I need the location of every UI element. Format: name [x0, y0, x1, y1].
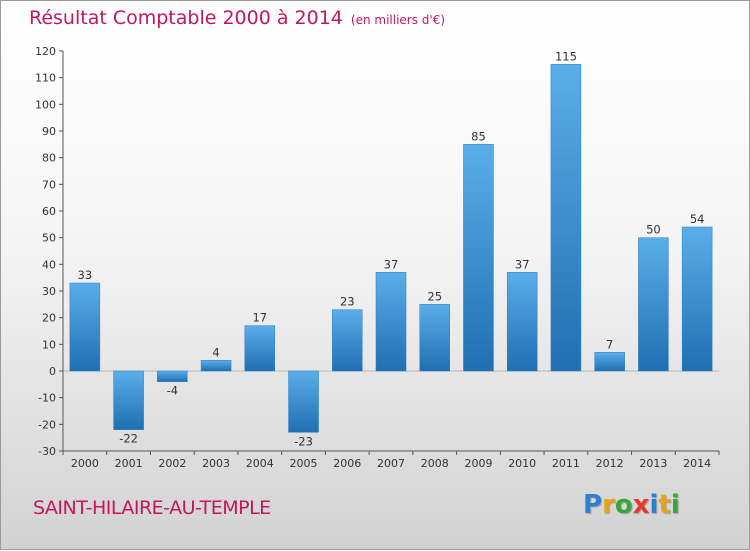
y-tick-label: 90: [42, 125, 56, 138]
bar-2009: [463, 144, 494, 372]
x-tick-label-2004: 2004: [246, 457, 274, 470]
y-tick-label: 60: [42, 205, 56, 218]
y-tick-label: 30: [42, 285, 56, 298]
value-label-2003: 4: [212, 345, 219, 359]
x-tick-label-2006: 2006: [333, 457, 361, 470]
y-tick-label: 110: [35, 72, 56, 85]
logo-letter: i: [670, 490, 680, 520]
x-tick-label-2012: 2012: [596, 457, 624, 470]
value-label-2012: 7: [606, 337, 613, 351]
y-tick-label: -10: [38, 392, 56, 405]
x-tick-label-2011: 2011: [552, 457, 580, 470]
location-name: SAINT-HILAIRE-AU-TEMPLE: [33, 497, 271, 519]
value-label-2008: 25: [427, 289, 442, 303]
y-tick-label: 50: [42, 232, 56, 245]
x-tick-label-2013: 2013: [639, 457, 667, 470]
x-tick-label-2002: 2002: [158, 457, 186, 470]
value-label-2007: 37: [384, 257, 399, 271]
bar-2008: [419, 304, 450, 372]
bar-2006: [332, 309, 363, 372]
value-label-2004: 17: [252, 311, 267, 325]
x-tick-label-2010: 2010: [508, 457, 536, 470]
y-tick-label: -20: [38, 418, 56, 431]
bar-2012: [594, 352, 625, 372]
logo-letter: o: [614, 490, 633, 520]
logo-letter: P: [583, 490, 603, 520]
y-tick-label: 80: [42, 152, 56, 165]
bar-2014: [681, 226, 713, 372]
x-tick-label-2003: 2003: [202, 457, 230, 470]
x-tick-label-2001: 2001: [115, 457, 143, 470]
y-tick-label: 20: [42, 312, 56, 325]
bar-2010: [506, 272, 538, 372]
value-label-2011: 115: [555, 49, 577, 63]
value-label-2005: -23: [294, 434, 313, 448]
bar-2003: [200, 360, 232, 372]
proxiti-logo: Proxiti: [583, 490, 680, 520]
value-label-2009: 85: [471, 129, 486, 143]
y-tick-label: 100: [35, 98, 56, 111]
x-tick-label-2014: 2014: [683, 457, 711, 470]
y-tick-label: 40: [42, 258, 56, 271]
logo-letter: r: [602, 490, 615, 520]
x-tick-label-2000: 2000: [71, 457, 99, 470]
y-tick-label: 120: [35, 45, 56, 58]
logo-letter: t: [658, 490, 671, 520]
chart-title-text: Résultat Comptable 2000 à 2014: [29, 7, 343, 29]
y-tick-label: -30: [38, 445, 56, 458]
bar-2011: [550, 64, 582, 372]
logo-letter: i: [649, 490, 659, 520]
bar-2000: [69, 282, 101, 372]
bar-2013: [638, 237, 669, 372]
value-label-2000: 33: [78, 268, 93, 282]
x-tick-label-2005: 2005: [290, 457, 318, 470]
bar-2002: [157, 370, 188, 382]
chart-title: Résultat Comptable 2000 à 2014 (en millie…: [29, 7, 445, 29]
value-label-2001: -22: [119, 432, 138, 446]
chart-subtitle: (en milliers d'€): [350, 13, 446, 27]
bar-2007: [375, 272, 407, 372]
bars: [69, 64, 713, 433]
x-tick-label-2007: 2007: [377, 457, 405, 470]
value-label-2010: 37: [515, 257, 530, 271]
bar-2005: [288, 370, 319, 433]
value-labels: 33 -22 -4 4 17 -23 23 37 25 85 37 115 7 50 54: [78, 49, 705, 448]
value-label-2013: 50: [646, 223, 661, 237]
logo-letter: x: [632, 490, 650, 520]
y-tick-label: 70: [42, 178, 56, 191]
bar-2004: [244, 325, 276, 372]
value-label-2014: 54: [690, 212, 705, 226]
x-tick-label-2009: 2009: [464, 457, 492, 470]
value-label-2006: 23: [340, 295, 355, 309]
value-label-2002: -4: [167, 384, 178, 398]
y-tick-label: 10: [42, 338, 56, 351]
y-tick-label: 0: [49, 365, 56, 378]
bar-2001: [113, 370, 144, 430]
x-tick-label-2008: 2008: [421, 457, 449, 470]
